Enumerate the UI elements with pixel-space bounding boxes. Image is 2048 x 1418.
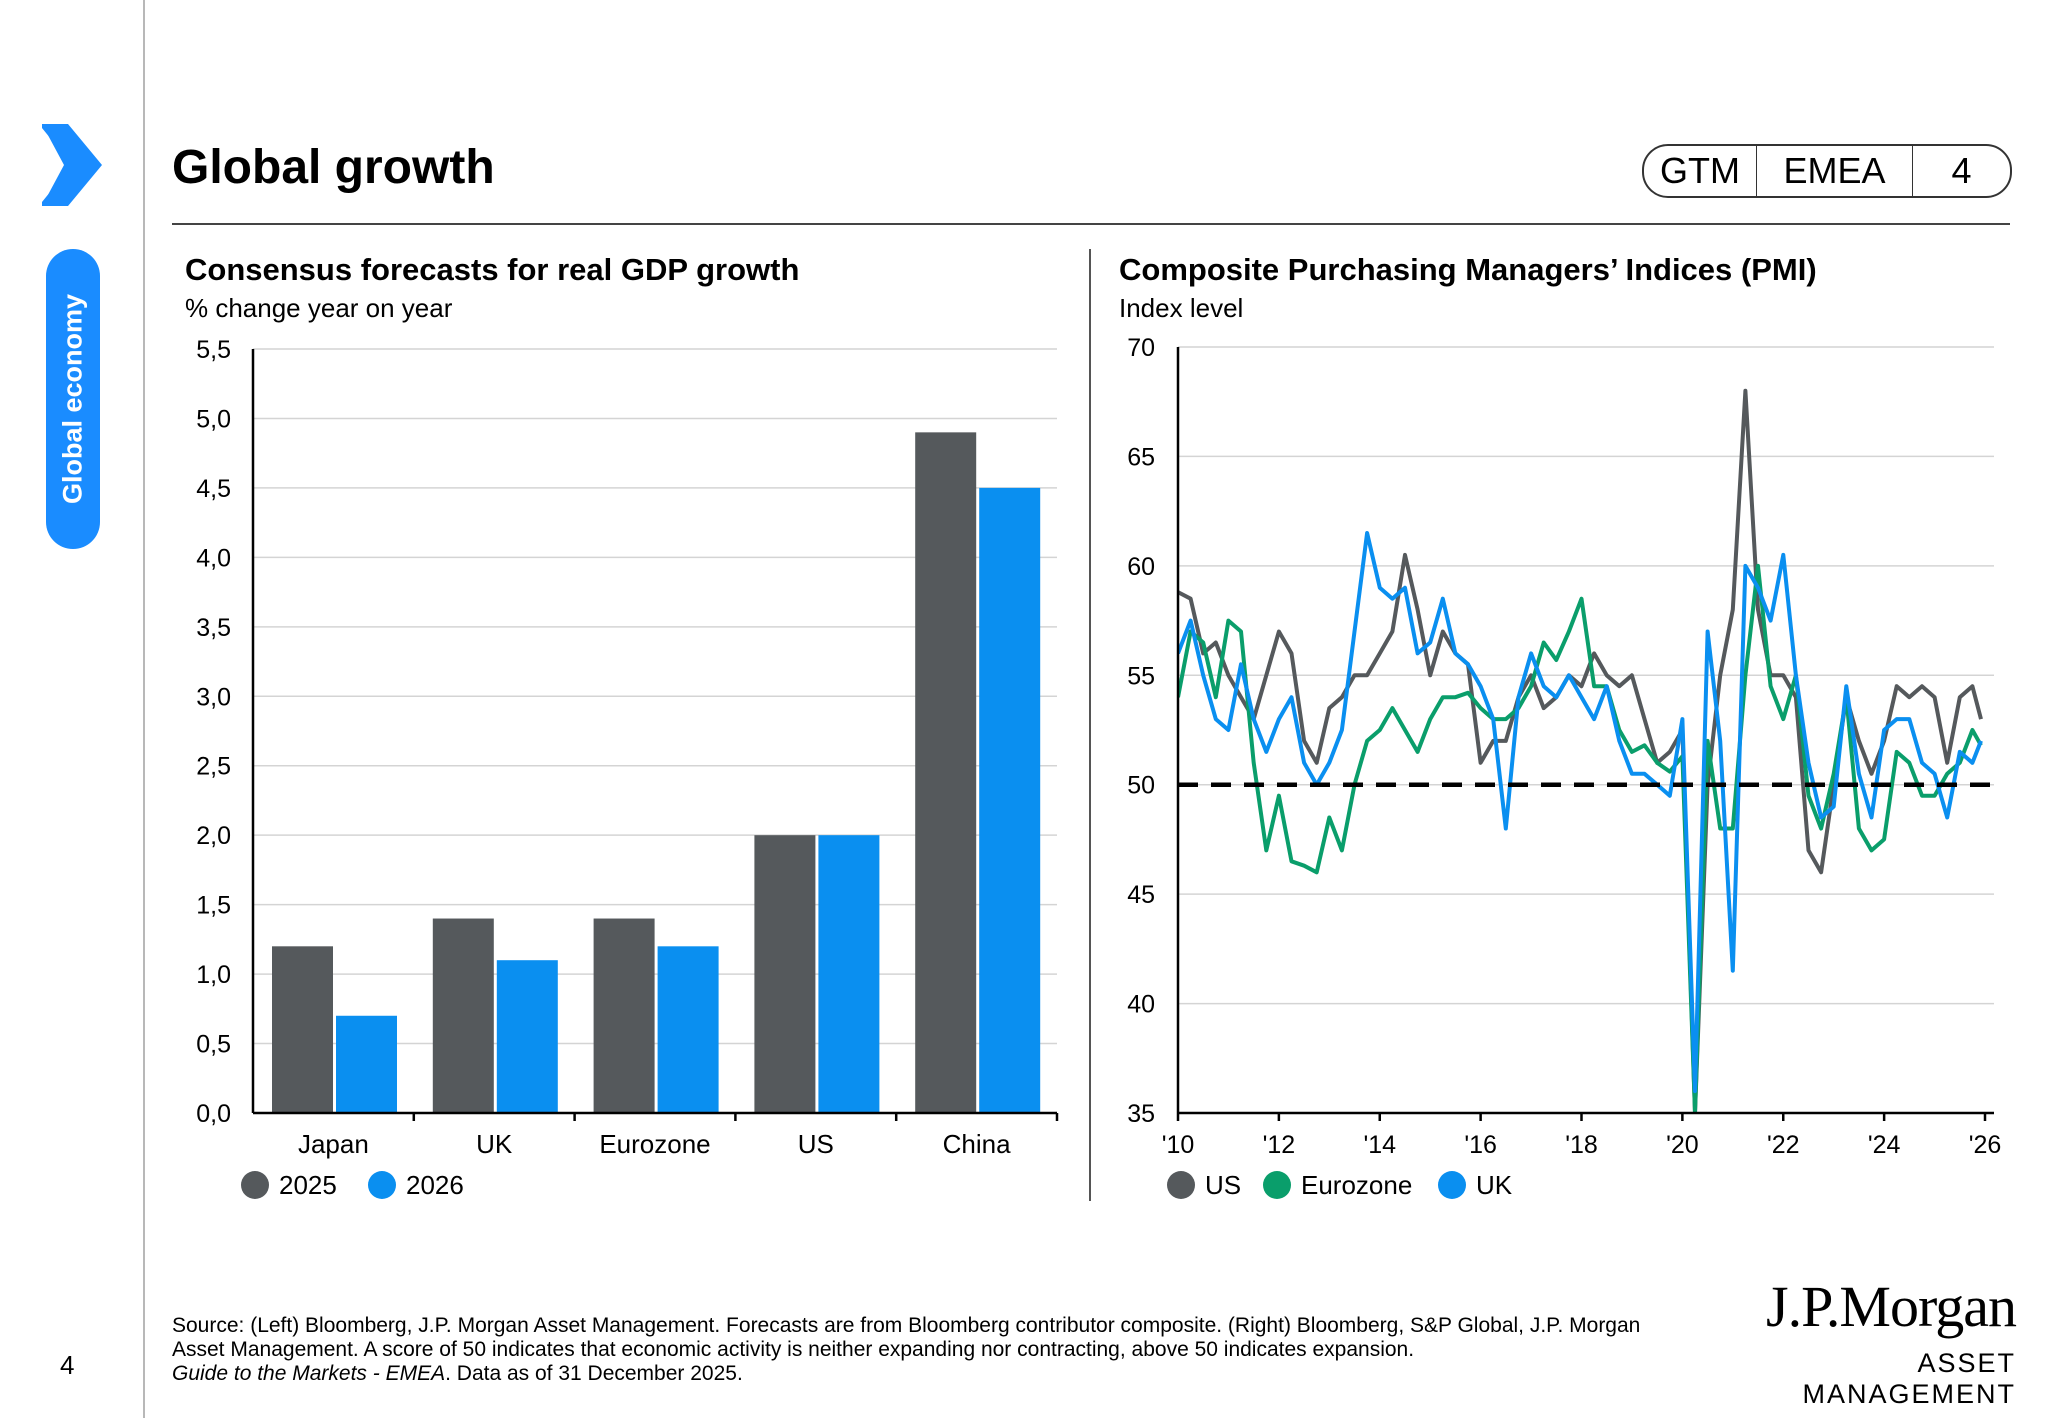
series-line-eurozone (1178, 563, 1983, 1113)
y-tick-label: 5,0 (196, 405, 231, 433)
y-tick-label: 60 (1127, 553, 1155, 581)
series-line-uk (1178, 531, 1983, 1094)
logo-wordmark: J.P.Morgan (1766, 1274, 2017, 1339)
category-label: Japan (298, 1129, 369, 1159)
legend-label: Eurozone (1301, 1170, 1412, 1200)
x-tick-label: '24 (1868, 1131, 1901, 1159)
x-tick-label: '14 (1363, 1131, 1396, 1159)
source-footnote: Source: (Left) Bloomberg, J.P. Morgan As… (172, 1314, 1692, 1386)
legend-marker-2025 (241, 1171, 269, 1199)
x-tick-label: '16 (1464, 1131, 1497, 1159)
x-tick-label: '10 (1162, 1131, 1195, 1159)
legend-label: 2026 (406, 1170, 464, 1200)
legend-marker-us (1167, 1171, 1195, 1199)
section-tab-global-economy[interactable]: Global economy (46, 249, 100, 549)
legend-marker-2026 (368, 1171, 396, 1199)
y-tick-label: 5,5 (196, 336, 231, 364)
badge-region: EMEA (1757, 146, 1913, 196)
y-tick-label: 35 (1127, 1100, 1155, 1128)
y-tick-label: 0,0 (196, 1100, 231, 1128)
panel-divider (1089, 249, 1091, 1201)
footnote-line-2: Asset Management. A score of 50 indicate… (172, 1338, 1415, 1361)
y-tick-label: 50 (1127, 772, 1155, 800)
legend-label: US (1205, 1170, 1241, 1200)
category-label: China (943, 1129, 1011, 1159)
bar-china-2025 (915, 432, 977, 1113)
chevron-right-icon (42, 124, 102, 206)
left-chart-subtitle: % change year on year (185, 293, 453, 323)
page-title: Global growth (172, 141, 495, 194)
x-tick-label: '20 (1666, 1131, 1699, 1159)
bar-uk-2026 (496, 960, 558, 1113)
category-label: Eurozone (599, 1129, 710, 1159)
logo-subtitle: ASSET MANAGEMENT (1802, 1348, 2016, 1409)
y-tick-label: 2,5 (196, 753, 231, 781)
legend-label: UK (1476, 1170, 1513, 1200)
badge-page: 4 (1951, 150, 1972, 191)
x-tick-label: '22 (1767, 1131, 1800, 1159)
y-tick-label: 4,5 (196, 475, 231, 503)
x-tick-label: '12 (1263, 1131, 1296, 1159)
bar-china-2026 (979, 487, 1041, 1114)
header-divider (172, 223, 2010, 225)
legend-marker-eurozone (1263, 1171, 1291, 1199)
page-badge: GTM EMEA 4 (1642, 144, 2012, 198)
right-chart-subtitle: Index level (1119, 293, 1244, 323)
left-chart-title: Consensus forecasts for real GDP growth (185, 252, 800, 287)
footnote-date: . Data as of 31 December 2025. (445, 1362, 743, 1385)
right-chart-title: Composite Purchasing Managers’ Indices (… (1119, 252, 1817, 287)
x-tick-label: '26 (1969, 1131, 2002, 1159)
y-tick-label: 0,5 (196, 1031, 231, 1059)
y-tick-label: 45 (1127, 881, 1155, 909)
bar-us-2026 (818, 835, 880, 1113)
x-tick-label: '18 (1565, 1131, 1598, 1159)
y-tick-label: 3,0 (196, 683, 231, 711)
legend-label: 2025 (279, 1170, 337, 1200)
y-tick-label: 65 (1127, 443, 1155, 471)
page-number: 4 (60, 1350, 75, 1380)
series-line-us (1178, 388, 1983, 1113)
y-tick-label: 40 (1127, 991, 1155, 1019)
category-label: UK (476, 1129, 513, 1159)
legend-marker-uk (1438, 1171, 1466, 1199)
bar-japan-2026 (336, 1015, 397, 1113)
category-label: US (798, 1129, 834, 1159)
sidebar-divider (143, 0, 145, 1418)
y-tick-label: 70 (1127, 334, 1155, 362)
y-tick-label: 1,5 (196, 892, 231, 920)
badge-gtm: GTM (1644, 146, 1757, 196)
bar-eurozone-2026 (657, 946, 719, 1113)
y-tick-label: 1,0 (196, 961, 231, 989)
y-tick-label: 3,5 (196, 614, 231, 642)
y-tick-label: 2,0 (196, 822, 231, 850)
bar-uk-2025 (432, 918, 494, 1113)
bar-japan-2025 (272, 946, 333, 1113)
footnote-line-1: Source: (Left) Bloomberg, J.P. Morgan As… (172, 1314, 1641, 1337)
bar-us-2025 (754, 835, 816, 1113)
y-tick-label: 4,0 (196, 544, 231, 572)
y-tick-label: 55 (1127, 662, 1155, 690)
jpmorgan-logo: J.P.Morgan ASSET MANAGEMENT (1726, 1274, 2017, 1410)
footnote-guide-title: Guide to the Markets - EMEA (172, 1362, 446, 1385)
bar-eurozone-2025 (593, 918, 655, 1113)
